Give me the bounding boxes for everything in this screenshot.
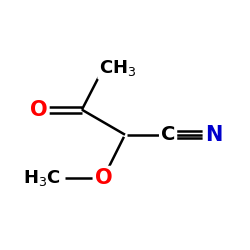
Text: O: O bbox=[30, 100, 48, 120]
Text: N: N bbox=[205, 125, 222, 145]
Text: H$_3$C: H$_3$C bbox=[22, 168, 60, 188]
Text: C: C bbox=[161, 125, 175, 144]
Text: CH$_3$: CH$_3$ bbox=[99, 58, 136, 78]
Text: O: O bbox=[95, 168, 112, 188]
